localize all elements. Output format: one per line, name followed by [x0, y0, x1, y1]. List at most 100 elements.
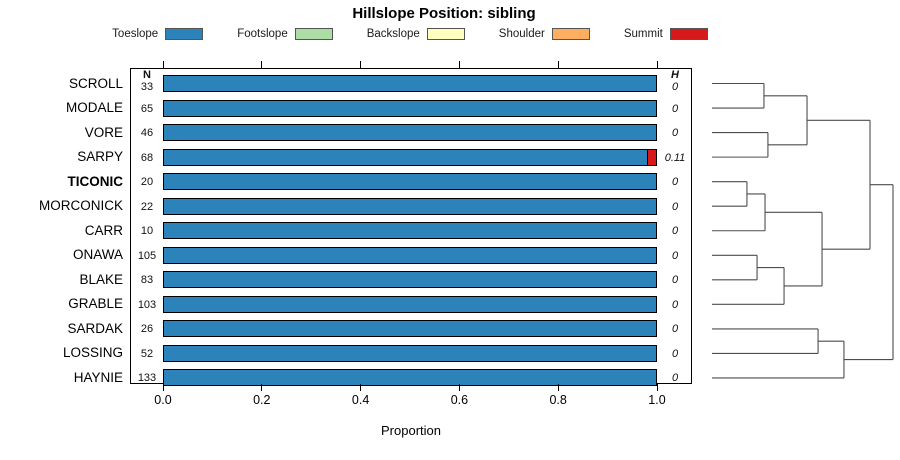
x-tick-bottom	[360, 384, 362, 391]
legend: Toeslope Footslope Backslope Shoulder Summit	[0, 26, 820, 42]
legend-label: Backslope	[366, 28, 420, 40]
bar-segment-toeslope	[164, 76, 656, 91]
x-tick-bottom	[162, 384, 164, 391]
h-value: 0	[671, 274, 679, 287]
h-value: 0	[671, 81, 679, 93]
legend-label: Shoulder	[498, 28, 545, 40]
bar-segment-toeslope	[164, 321, 656, 337]
bar-segment-toeslope	[164, 100, 656, 116]
legend-item-backslope: Backslope	[367, 28, 465, 40]
h-value: 0	[671, 298, 679, 311]
x-tick-label: 0.6	[450, 393, 469, 407]
n-value: 105	[137, 249, 157, 262]
h-column-header: H	[671, 69, 679, 81]
row-label-scroll: SCROLL	[68, 75, 123, 91]
row-label-blake: BLAKE	[79, 271, 123, 287]
h-value: 0	[671, 372, 679, 385]
x-tick-top	[557, 61, 559, 68]
n-value: 10	[140, 225, 154, 238]
bar-segment-toeslope	[164, 296, 656, 312]
n-value: 83	[140, 274, 154, 287]
n-value: 46	[140, 127, 154, 140]
bar-lossing	[163, 344, 657, 362]
h-value: 0	[671, 176, 679, 189]
h-value: 0	[671, 127, 679, 140]
row-label-sardak: SARDAK	[67, 320, 123, 336]
x-tick-top	[360, 61, 362, 68]
bar-scroll	[163, 75, 657, 92]
bar-modale	[163, 99, 657, 117]
bar-morconick	[163, 197, 657, 215]
n-value: 133	[137, 372, 157, 385]
bar-segment-summit	[646, 149, 656, 165]
x-tick-top	[656, 61, 658, 68]
bar-sardak	[163, 320, 657, 338]
row-label-ticonic: TICONIC	[67, 173, 124, 189]
n-value: 20	[140, 176, 154, 189]
row-label-modale: MODALE	[65, 100, 123, 116]
row-label-morconick: MORCONICK	[39, 198, 123, 214]
legend-swatch-toeslope	[165, 28, 204, 40]
legend-item-summit: Summit	[624, 28, 708, 40]
chart-title: Hillslope Position: sibling	[352, 5, 536, 22]
bar-ticonic	[163, 173, 657, 191]
bar-grable	[163, 295, 657, 313]
n-value: 65	[140, 102, 154, 115]
bar-onawa	[163, 246, 657, 264]
x-tick-bottom	[656, 384, 658, 391]
legend-label: Summit	[623, 28, 663, 40]
legend-item-shoulder: Shoulder	[499, 28, 590, 40]
legend-item-footslope: Footslope	[237, 28, 333, 40]
h-value: 0.11	[664, 151, 686, 164]
h-value: 0	[671, 323, 679, 336]
x-tick-bottom	[557, 384, 559, 391]
x-axis-label: Proportion	[381, 423, 441, 438]
bar-segment-toeslope	[164, 149, 647, 165]
n-value: 52	[140, 347, 154, 360]
bar-segment-toeslope	[164, 198, 656, 214]
bar-segment-toeslope	[164, 174, 656, 190]
row-label-lossing: LOSSING	[62, 345, 123, 361]
bar-sarpy	[163, 148, 657, 166]
row-label-carr: CARR	[84, 222, 123, 238]
bar-segment-toeslope	[164, 370, 656, 386]
legend-swatch-backslope	[426, 28, 465, 40]
x-tick-bottom	[458, 384, 460, 391]
bar-haynie	[163, 369, 657, 387]
row-label-grable: GRABLE	[68, 296, 123, 312]
legend-item-toeslope: Toeslope	[112, 28, 204, 40]
bar-carr	[163, 222, 657, 240]
bar-vore	[163, 124, 657, 142]
row-label-sarpy: SARPY	[77, 149, 123, 165]
h-value: 0	[671, 200, 679, 213]
n-value: 26	[140, 323, 154, 336]
bar-segment-toeslope	[164, 345, 656, 361]
x-tick-label: 1.0	[648, 393, 666, 407]
n-column-header: N	[143, 69, 151, 81]
row-label-haynie: HAYNIE	[73, 369, 123, 385]
n-value: 22	[140, 200, 154, 213]
n-value: 103	[137, 298, 157, 311]
x-tick-label: 0.4	[351, 393, 370, 407]
bar-blake	[163, 271, 657, 289]
h-value: 0	[671, 347, 679, 360]
row-label-onawa: ONAWA	[73, 247, 123, 263]
legend-swatch-shoulder	[551, 28, 590, 40]
x-tick-top	[261, 61, 263, 68]
row-label-vore: VORE	[84, 124, 123, 140]
legend-label: Toeslope	[112, 28, 159, 40]
x-tick-label: 0.0	[154, 393, 172, 407]
x-tick-top	[458, 61, 460, 68]
bar-segment-toeslope	[164, 223, 656, 239]
legend-label: Footslope	[237, 28, 288, 40]
n-value: 33	[140, 81, 154, 93]
h-value: 0	[671, 249, 679, 262]
n-value: 68	[140, 151, 154, 164]
legend-swatch-summit	[669, 28, 708, 40]
x-tick-label: 0.2	[253, 393, 271, 407]
x-tick-bottom	[261, 384, 263, 391]
bar-segment-toeslope	[164, 272, 656, 288]
h-value: 0	[671, 225, 679, 238]
